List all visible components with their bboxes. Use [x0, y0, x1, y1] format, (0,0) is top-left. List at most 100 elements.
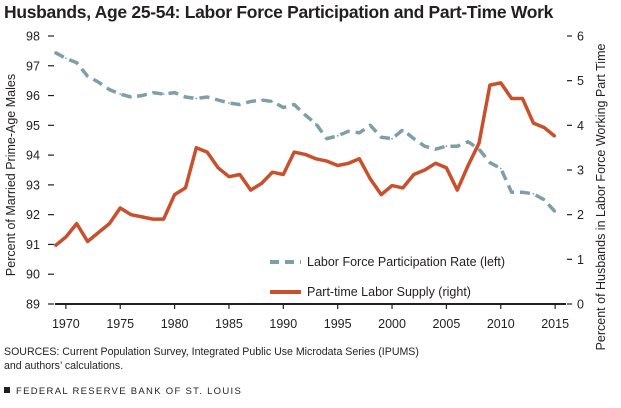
legend-label-part-time: Part-time Labor Supply (right): [307, 285, 471, 299]
part-time-point: [423, 169, 426, 171]
part-time-point: [499, 82, 502, 84]
participation-point: [380, 136, 383, 139]
part-time-point: [206, 151, 209, 154]
participation-point: [86, 75, 89, 78]
participation-point: [478, 148, 480, 151]
right-axis-ticks: 0 1 2 3 4 5 6: [567, 30, 584, 312]
part-time-point: [152, 218, 154, 221]
x-tick-label: 1990: [269, 317, 297, 331]
participation-point: [293, 103, 296, 106]
chart-title: Husbands, Age 25-54: Labor Force Partici…: [4, 2, 554, 22]
part-time-point: [554, 135, 556, 138]
participation-point: [489, 161, 491, 164]
part-time-point: [347, 162, 350, 165]
part-time-point: [402, 187, 404, 189]
left-tick-label: 94: [26, 149, 40, 163]
participation-point: [336, 134, 339, 137]
participation-point: [325, 137, 328, 140]
participation-point: [445, 145, 448, 148]
left-tick-label: 93: [26, 178, 40, 192]
part-time-point: [489, 84, 491, 86]
participation-point: [130, 96, 133, 98]
part-time-supply-line: [53, 81, 557, 248]
part-time-point: [260, 182, 263, 185]
part-time-point: [543, 126, 546, 129]
participation-point: [347, 130, 350, 133]
x-tick-label: 1970: [52, 317, 80, 331]
series-layer: [53, 50, 557, 248]
footer: FEDERAL RESERVE BANK OF ST. LOUIS: [4, 386, 242, 397]
participation-point: [282, 106, 285, 109]
participation-point: [75, 61, 78, 64]
part-time-point: [119, 207, 122, 209]
part-time-point: [336, 164, 339, 167]
part-time-point: [249, 189, 252, 192]
part-time-point: [412, 173, 415, 176]
left-axis-ticks: 89 90 91 92 93 94 95 96 97 98: [26, 30, 54, 312]
participation-point: [434, 148, 437, 151]
right-axis-label: Percent of Husbands in Labor Force Worki…: [594, 44, 608, 351]
left-tick-label: 91: [26, 238, 40, 252]
right-tick-label: 3: [577, 164, 584, 178]
left-tick-label: 90: [26, 268, 40, 282]
legend-label-participation: Labor Force Participation Rate (left): [307, 255, 505, 269]
part-time-point: [282, 173, 285, 176]
part-time-point: [478, 142, 480, 145]
participation-point: [510, 191, 513, 194]
part-time-point: [173, 193, 176, 196]
x-tick-label: 1985: [215, 317, 243, 331]
x-axis-ticks: 1970 1975 1980 1985 1990 1995 2000 2005 2010 2015: [52, 304, 569, 331]
participation-point: [521, 191, 524, 194]
part-time-point: [238, 173, 241, 176]
right-tick-label: 4: [577, 119, 584, 133]
source-line-1: SOURCES: Current Population Survey, Inte…: [4, 346, 419, 358]
participation-point: [467, 140, 469, 143]
right-tick-label: 0: [577, 298, 584, 312]
participation-point: [271, 100, 274, 103]
part-time-point: [54, 245, 56, 247]
x-tick-label: 1995: [324, 317, 352, 331]
part-time-point: [391, 184, 393, 187]
x-tick-label: 1980: [161, 317, 189, 331]
part-time-point: [510, 97, 513, 100]
participation-point: [423, 145, 426, 148]
participation-point: [304, 114, 306, 116]
part-time-point: [65, 236, 67, 238]
participation-point: [228, 102, 230, 104]
part-time-point: [325, 160, 328, 163]
participation-point: [195, 97, 198, 100]
participation-point: [152, 91, 154, 94]
footer-text: FEDERAL RESERVE BANK OF ST. LOUIS: [16, 386, 243, 397]
part-time-point: [304, 153, 306, 156]
right-tick-label: 1: [577, 253, 584, 267]
part-time-point: [521, 97, 524, 100]
participation-point: [206, 96, 209, 98]
x-tick-label: 2005: [432, 317, 460, 331]
participation-point: [260, 99, 263, 101]
participation-point: [391, 137, 393, 140]
participation-point: [97, 81, 100, 84]
participation-point: [412, 137, 415, 140]
participation-point: [358, 131, 361, 134]
participation-point: [238, 103, 241, 106]
participation-point: [108, 88, 111, 91]
participation-point: [499, 167, 502, 170]
participation-point: [369, 124, 372, 127]
part-time-point: [271, 171, 274, 174]
part-time-point: [217, 166, 220, 169]
part-time-point: [358, 157, 361, 160]
left-tick-label: 95: [26, 119, 40, 133]
part-time-point: [445, 166, 448, 169]
x-tick-label: 1975: [106, 317, 134, 331]
participation-point: [543, 198, 546, 201]
left-tick-label: 96: [26, 89, 40, 103]
x-tick-label: 2015: [541, 317, 569, 331]
participation-point: [315, 122, 317, 125]
participation-point: [65, 57, 67, 60]
participation-point: [141, 94, 143, 97]
left-tick-label: 92: [26, 208, 40, 222]
part-time-point: [228, 175, 230, 178]
legend: Labor Force Participation Rate (left) Pa…: [270, 255, 505, 299]
x-tick-label: 2000: [378, 317, 406, 331]
